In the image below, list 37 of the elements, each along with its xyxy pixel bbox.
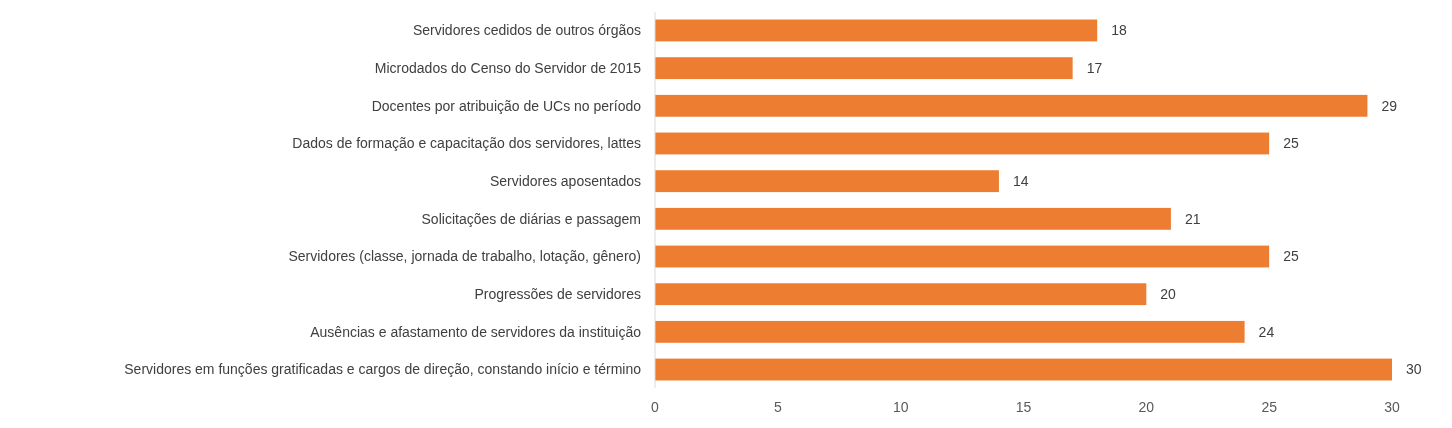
data-label: 29 (1381, 97, 1398, 114)
bar (655, 320, 1245, 343)
y-tick-label: Docentes por atribuição de UCs no período (371, 97, 642, 114)
y-tick-label: Servidores cedidos de outros órgãos (412, 22, 641, 39)
x-tick-label: 20 (1138, 399, 1155, 415)
y-tick-label: Solicitações de diárias e passagem (421, 210, 641, 227)
data-label: 14 (1012, 173, 1029, 190)
data-label: 25 (1283, 135, 1299, 152)
y-tick-label: Microdados do Censo do Servidor de 2015 (374, 60, 642, 77)
bar (655, 358, 1392, 381)
data-label: 20 (1160, 286, 1177, 303)
bar (655, 132, 1270, 155)
x-tick-label: 25 (1261, 399, 1278, 415)
data-label: 18 (1111, 22, 1127, 39)
x-tick-label: 30 (1384, 399, 1400, 415)
bar (655, 57, 1073, 80)
y-tick-label: Dados de formação e capacitação dos servidores, lattes (292, 135, 641, 152)
y-tick-label: Servidores (classe, jornada de trabalho, lotação, gênero) (288, 248, 641, 265)
data-label: 25 (1283, 248, 1299, 265)
x-tick-label: 15 (1015, 399, 1032, 415)
x-tick-label: 10 (892, 399, 909, 415)
y-tick-label: Progressões de servidores (474, 286, 641, 303)
x-tick-label: 5 (773, 399, 782, 415)
x-tick-label: 0 (651, 399, 660, 415)
bar (655, 170, 999, 193)
data-label: 24 (1258, 323, 1275, 340)
data-label: 21 (1184, 210, 1201, 227)
bar (655, 245, 1270, 268)
y-tick-label: Ausências e afastamento de servidores da instituição (310, 323, 642, 340)
data-label: 17 (1086, 60, 1103, 77)
y-tick-label: Servidores aposentados (490, 173, 641, 190)
bar (655, 19, 1098, 42)
bar (655, 94, 1368, 117)
bar (655, 207, 1171, 230)
y-tick-label: Servidores em funções gratificadas e cargos de direção, constando início e término (124, 361, 642, 378)
data-label: 30 (1406, 361, 1422, 378)
bar (655, 283, 1147, 306)
